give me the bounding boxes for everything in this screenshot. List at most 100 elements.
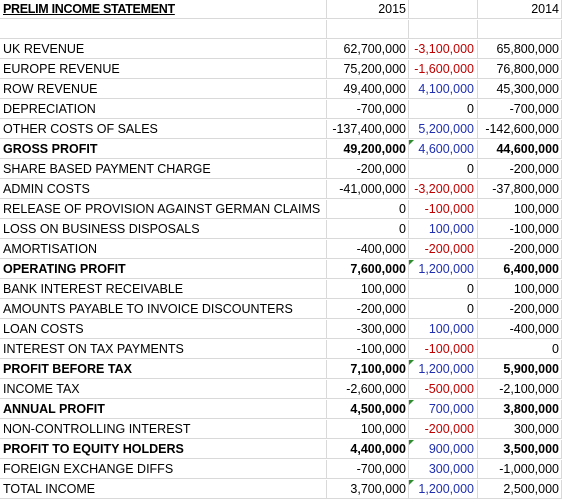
- row-label-cell[interactable]: OTHER COSTS OF SALES: [0, 120, 327, 139]
- row-label-cell[interactable]: ROW REVENUE: [0, 80, 327, 99]
- value-2015-cell[interactable]: 100,000: [327, 280, 409, 299]
- difference-cell[interactable]: -1,600,000: [409, 60, 478, 79]
- value-2014-cell[interactable]: -200,000: [478, 160, 562, 179]
- value-2014-cell[interactable]: -200,000: [478, 300, 562, 319]
- blank-cell[interactable]: [478, 20, 562, 39]
- value-2014-cell[interactable]: 100,000: [478, 280, 562, 299]
- value-2015-cell[interactable]: -700,000: [327, 460, 409, 479]
- row-label-cell[interactable]: LOAN COSTS: [0, 320, 327, 339]
- row-label-cell[interactable]: UK REVENUE: [0, 40, 327, 59]
- difference-cell[interactable]: 1,200,000: [409, 480, 478, 499]
- difference-cell[interactable]: 4,100,000: [409, 80, 478, 99]
- value-2015-cell[interactable]: 0: [327, 220, 409, 239]
- difference-cell[interactable]: -100,000: [409, 200, 478, 219]
- value-2015-cell[interactable]: 3,700,000: [327, 480, 409, 499]
- value-2014-cell[interactable]: -700,000: [478, 100, 562, 119]
- value-2015-cell[interactable]: -2,600,000: [327, 380, 409, 399]
- difference-cell[interactable]: -500,000: [409, 380, 478, 399]
- value-2014-cell[interactable]: 3,500,000: [478, 440, 562, 459]
- value-2015-cell[interactable]: -41,000,000: [327, 180, 409, 199]
- row-label-cell[interactable]: RELEASE OF PROVISION AGAINST GERMAN CLAI…: [0, 200, 327, 219]
- comment-indicator-icon[interactable]: [409, 260, 414, 265]
- row-label-cell[interactable]: ADMIN COSTS: [0, 180, 327, 199]
- difference-cell[interactable]: -3,200,000: [409, 180, 478, 199]
- row-label-cell[interactable]: PROFIT BEFORE TAX: [0, 360, 327, 379]
- value-2015-cell[interactable]: -300,000: [327, 320, 409, 339]
- value-2014-cell[interactable]: -37,800,000: [478, 180, 562, 199]
- row-label-cell[interactable]: LOSS ON BUSINESS DISPOSALS: [0, 220, 327, 239]
- value-2014-cell[interactable]: -200,000: [478, 240, 562, 259]
- difference-cell[interactable]: 1,200,000: [409, 360, 478, 379]
- difference-cell[interactable]: 0: [409, 160, 478, 179]
- value-2015-cell[interactable]: 7,600,000: [327, 260, 409, 279]
- value-2014-cell[interactable]: 6,400,000: [478, 260, 562, 279]
- blank-cell[interactable]: [0, 20, 327, 39]
- row-label-cell[interactable]: OPERATING PROFIT: [0, 260, 327, 279]
- value-2014-cell[interactable]: 100,000: [478, 200, 562, 219]
- value-2014-cell[interactable]: 44,600,000: [478, 140, 562, 159]
- value-2015-cell[interactable]: 100,000: [327, 420, 409, 439]
- value-2014-cell[interactable]: -2,100,000: [478, 380, 562, 399]
- value-2014-cell[interactable]: -1,000,000: [478, 460, 562, 479]
- row-label-cell[interactable]: NON-CONTROLLING INTEREST: [0, 420, 327, 439]
- value-2015-cell[interactable]: 4,500,000: [327, 400, 409, 419]
- value-2014-cell[interactable]: 2,500,000: [478, 480, 562, 499]
- blank-cell[interactable]: [327, 20, 409, 39]
- column-header-diff[interactable]: [409, 0, 478, 19]
- row-label-cell[interactable]: PROFIT TO EQUITY HOLDERS: [0, 440, 327, 459]
- value-2014-cell[interactable]: -400,000: [478, 320, 562, 339]
- value-2014-cell[interactable]: -100,000: [478, 220, 562, 239]
- row-label-cell[interactable]: EUROPE REVENUE: [0, 60, 327, 79]
- comment-indicator-icon[interactable]: [409, 400, 414, 405]
- blank-cell[interactable]: [409, 20, 478, 39]
- value-2015-cell[interactable]: 62,700,000: [327, 40, 409, 59]
- difference-cell[interactable]: 1,200,000: [409, 260, 478, 279]
- row-label-cell[interactable]: DEPRECIATION: [0, 100, 327, 119]
- difference-cell[interactable]: -100,000: [409, 340, 478, 359]
- difference-cell[interactable]: 300,000: [409, 460, 478, 479]
- value-2015-cell[interactable]: -700,000: [327, 100, 409, 119]
- difference-cell[interactable]: 0: [409, 100, 478, 119]
- value-2014-cell[interactable]: 300,000: [478, 420, 562, 439]
- difference-cell[interactable]: 700,000: [409, 400, 478, 419]
- value-2014-cell[interactable]: 3,800,000: [478, 400, 562, 419]
- value-2015-cell[interactable]: 75,200,000: [327, 60, 409, 79]
- difference-cell[interactable]: -200,000: [409, 420, 478, 439]
- value-2014-cell[interactable]: 76,800,000: [478, 60, 562, 79]
- row-label-cell[interactable]: GROSS PROFIT: [0, 140, 327, 159]
- sheet-title[interactable]: PRELIM INCOME STATEMENT: [0, 0, 327, 19]
- value-2015-cell[interactable]: -200,000: [327, 160, 409, 179]
- difference-cell[interactable]: 900,000: [409, 440, 478, 459]
- difference-cell[interactable]: 4,600,000: [409, 140, 478, 159]
- row-label-cell[interactable]: AMOUNTS PAYABLE TO INVOICE DISCOUNTERS: [0, 300, 327, 319]
- comment-indicator-icon[interactable]: [409, 140, 414, 145]
- difference-cell[interactable]: 5,200,000: [409, 120, 478, 139]
- value-2014-cell[interactable]: 5,900,000: [478, 360, 562, 379]
- difference-cell[interactable]: -3,100,000: [409, 40, 478, 59]
- row-label-cell[interactable]: FOREIGN EXCHANGE DIFFS: [0, 460, 327, 479]
- value-2014-cell[interactable]: 0: [478, 340, 562, 359]
- value-2015-cell[interactable]: -200,000: [327, 300, 409, 319]
- row-label-cell[interactable]: INCOME TAX: [0, 380, 327, 399]
- value-2015-cell[interactable]: 49,400,000: [327, 80, 409, 99]
- column-header-2014[interactable]: 2014: [478, 0, 562, 19]
- value-2014-cell[interactable]: -142,600,000: [478, 120, 562, 139]
- value-2015-cell[interactable]: -100,000: [327, 340, 409, 359]
- row-label-cell[interactable]: BANK INTEREST RECEIVABLE: [0, 280, 327, 299]
- row-label-cell[interactable]: INTEREST ON TAX PAYMENTS: [0, 340, 327, 359]
- difference-cell[interactable]: 100,000: [409, 220, 478, 239]
- value-2015-cell[interactable]: -400,000: [327, 240, 409, 259]
- value-2015-cell[interactable]: 0: [327, 200, 409, 219]
- value-2014-cell[interactable]: 45,300,000: [478, 80, 562, 99]
- value-2015-cell[interactable]: 4,400,000: [327, 440, 409, 459]
- comment-indicator-icon[interactable]: [409, 440, 414, 445]
- difference-cell[interactable]: 0: [409, 300, 478, 319]
- row-label-cell[interactable]: AMORTISATION: [0, 240, 327, 259]
- value-2015-cell[interactable]: -137,400,000: [327, 120, 409, 139]
- value-2014-cell[interactable]: 65,800,000: [478, 40, 562, 59]
- comment-indicator-icon[interactable]: [409, 360, 414, 365]
- difference-cell[interactable]: -200,000: [409, 240, 478, 259]
- difference-cell[interactable]: 0: [409, 280, 478, 299]
- row-label-cell[interactable]: TOTAL INCOME: [0, 480, 327, 499]
- column-header-2015[interactable]: 2015: [327, 0, 409, 19]
